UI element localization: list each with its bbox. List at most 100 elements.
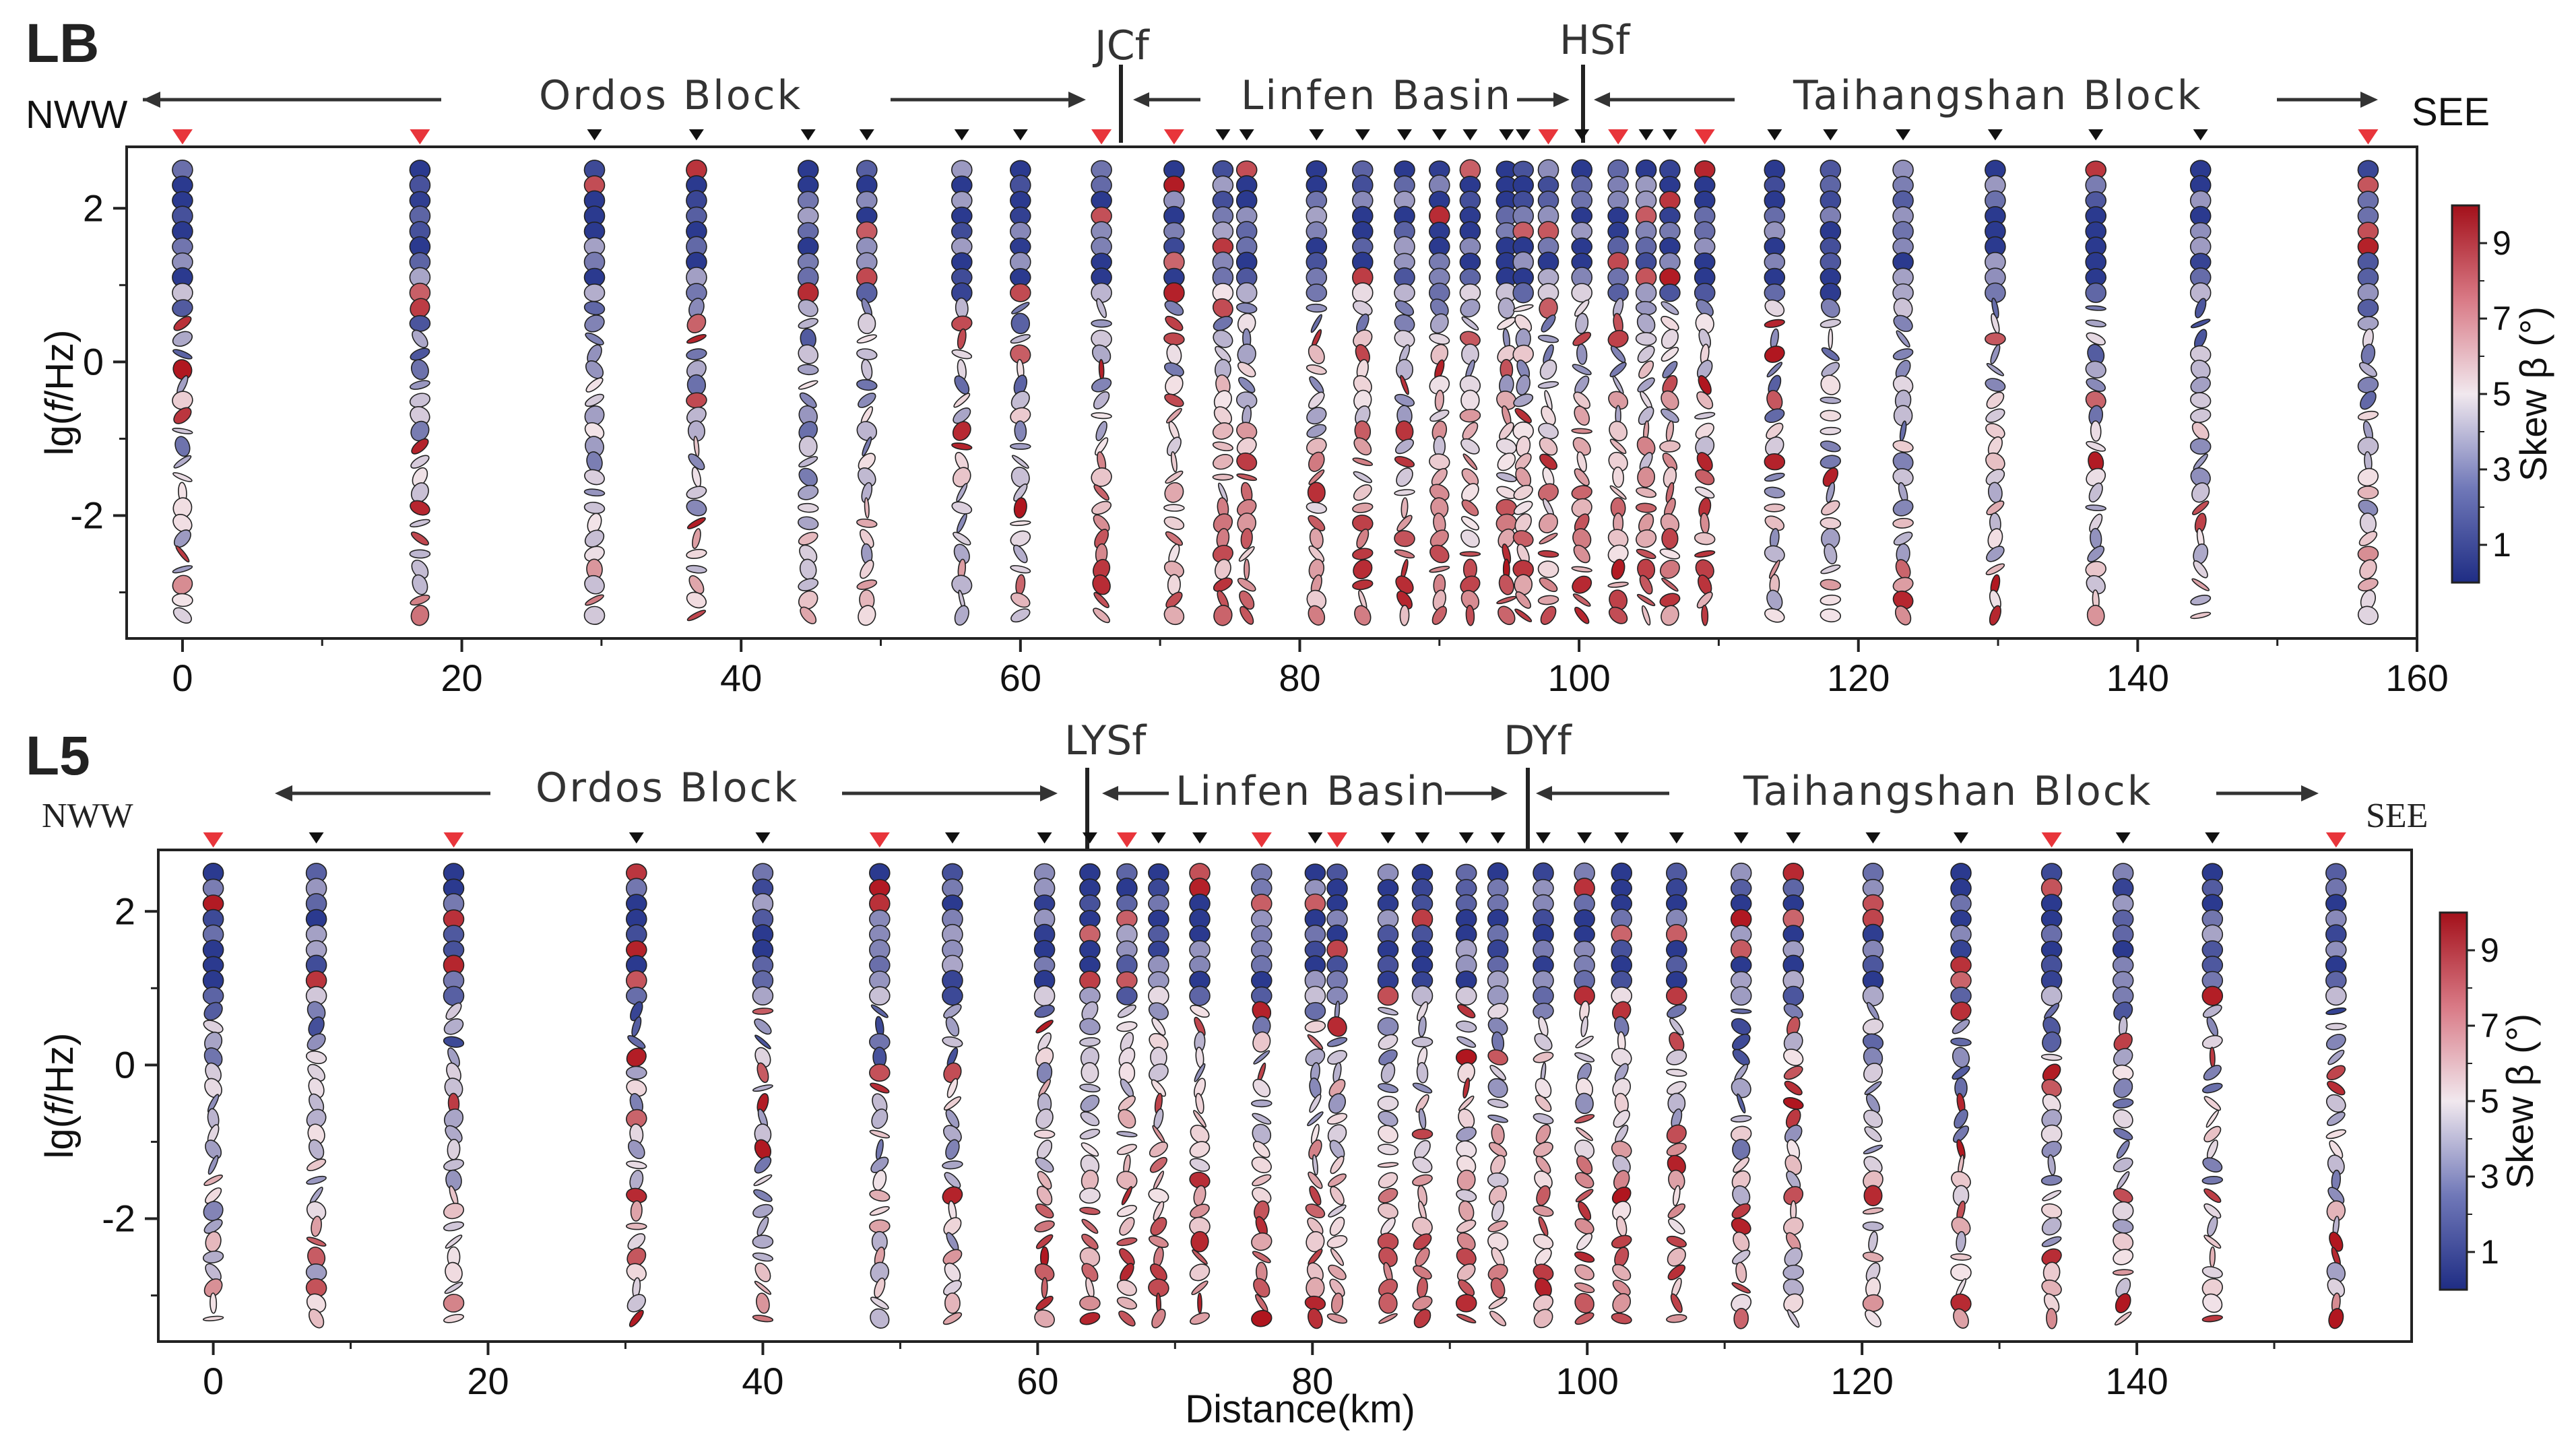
skew-ellipse [1989, 605, 2001, 626]
skew-ellipse [1215, 558, 1231, 580]
skew-ellipse [1991, 297, 1999, 319]
skew-ellipse [1535, 1156, 1551, 1175]
skew-ellipse [1766, 389, 1783, 411]
arrowhead-l5-taihang-left [1536, 786, 1552, 801]
skew-ellipse [306, 1050, 327, 1065]
skew-ellipse [798, 299, 818, 317]
colorbar-tick-label: 1 [2480, 1233, 2499, 1271]
skew-ellipse [2193, 560, 2208, 579]
skew-ellipse [942, 1186, 963, 1206]
skew-ellipse [1611, 1186, 1632, 1205]
skew-ellipse [2113, 1249, 2134, 1265]
skew-ellipse [1764, 345, 1785, 363]
skew-ellipse [752, 986, 774, 1005]
region-arrows-lb [143, 92, 2378, 108]
skew-ellipse [1952, 1125, 1970, 1143]
skew-ellipse [686, 313, 707, 333]
skew-ellipse [1239, 590, 1255, 610]
skew-ellipse [1395, 358, 1413, 381]
skew-ellipse [799, 544, 818, 564]
skew-ellipse [869, 1189, 891, 1202]
skew-ellipse [874, 1278, 886, 1298]
region-label-l5-taihangshan: Taihangshan Block [1743, 768, 2153, 815]
skew-ellipse [1309, 528, 1324, 550]
skew-ellipse [1572, 437, 1591, 456]
region-label-lb-ordos: Ordos Block [539, 72, 802, 119]
skew-ellipse [1534, 1033, 1553, 1051]
skew-ellipse [1539, 577, 1558, 593]
skew-ellipse [1516, 374, 1531, 396]
y-axis-l5: -2 0 2 [102, 890, 158, 1297]
skew-ellipse [1396, 515, 1413, 532]
skew-ellipse [1956, 1230, 1966, 1253]
x-tick-label: 160 [2385, 657, 2448, 699]
skew-ellipse [1034, 1263, 1055, 1282]
skew-ellipse [1163, 282, 1185, 304]
skew-ellipse [1411, 1036, 1434, 1048]
skew-ellipse [202, 986, 224, 1005]
skew-ellipse [1081, 1062, 1099, 1084]
skew-ellipse [1399, 605, 1410, 626]
skew-ellipse [1576, 1155, 1593, 1175]
skew-ellipse [1429, 566, 1450, 573]
skew-ellipse [1828, 328, 1834, 350]
skew-ellipse [1487, 985, 1509, 1007]
skew-ellipse [1661, 605, 1679, 626]
skew-ellipse [2043, 1293, 2060, 1313]
skew-ellipse [1514, 407, 1532, 424]
region-label-l5-ordos: Ordos Block [536, 764, 799, 812]
skew-ellipse [686, 392, 707, 409]
skew-ellipse [800, 606, 817, 624]
skew-ellipse [410, 605, 430, 626]
skew-ellipse [2325, 986, 2347, 1006]
skew-ellipse [1572, 528, 1592, 550]
skew-ellipse [1456, 1247, 1477, 1267]
skew-ellipse [2206, 1016, 2219, 1037]
skew-ellipse [1116, 1131, 1138, 1137]
skew-ellipse [1536, 1185, 1551, 1206]
skew-ellipse [1309, 1185, 1322, 1206]
skew-ellipse [2085, 319, 2106, 328]
skew-ellipse [1666, 1049, 1687, 1065]
skew-ellipse [756, 1062, 769, 1084]
skew-ellipse [1539, 533, 1558, 545]
skew-ellipse [1081, 1263, 1099, 1282]
skew-ellipse [2325, 1022, 2347, 1030]
skew-ellipse [2113, 1001, 2133, 1021]
skew-ellipse [1820, 455, 1841, 469]
skew-ellipse [1306, 502, 1327, 514]
skew-ellipse [1238, 376, 1256, 393]
skew-ellipse [1666, 1068, 1687, 1077]
skew-ellipse [1574, 1282, 1595, 1294]
skew-ellipse [1306, 303, 1328, 313]
skew-ellipse [1121, 1186, 1133, 1206]
skew-ellipse [1661, 577, 1679, 592]
skew-ellipse [1612, 466, 1624, 488]
skew-ellipse [1010, 283, 1031, 302]
skew-ellipse [2325, 1094, 2346, 1113]
skew-ellipse [1659, 548, 1681, 560]
skew-ellipse [1164, 482, 1184, 503]
skew-ellipse [1459, 283, 1481, 302]
skew-ellipse [2042, 1189, 2061, 1201]
skew-ellipse [1489, 1311, 1507, 1327]
skew-ellipse [870, 1308, 890, 1329]
skew-ellipse [410, 420, 430, 442]
skew-ellipse [1352, 457, 1374, 467]
skew-ellipse [856, 348, 878, 360]
skew-ellipse [412, 329, 428, 348]
faults-lb: JCf HSf [1092, 17, 1631, 143]
station-marker [1151, 832, 1166, 844]
skew-ellipse [1352, 502, 1374, 513]
skew-ellipse [2357, 605, 2379, 626]
colorbar-lb: 1 3 5 7 9 Skew β (°) [2451, 204, 2554, 584]
skew-ellipse [943, 1062, 962, 1084]
skew-ellipse [1700, 513, 1710, 534]
skew-ellipse [1667, 1247, 1686, 1267]
skew-ellipse [1459, 409, 1481, 423]
skew-ellipse [2040, 1053, 2063, 1061]
skew-ellipse [1149, 1263, 1167, 1282]
skew-ellipse [1353, 329, 1373, 349]
skew-ellipse [1537, 335, 1559, 343]
skew-ellipse [1951, 1216, 1971, 1236]
